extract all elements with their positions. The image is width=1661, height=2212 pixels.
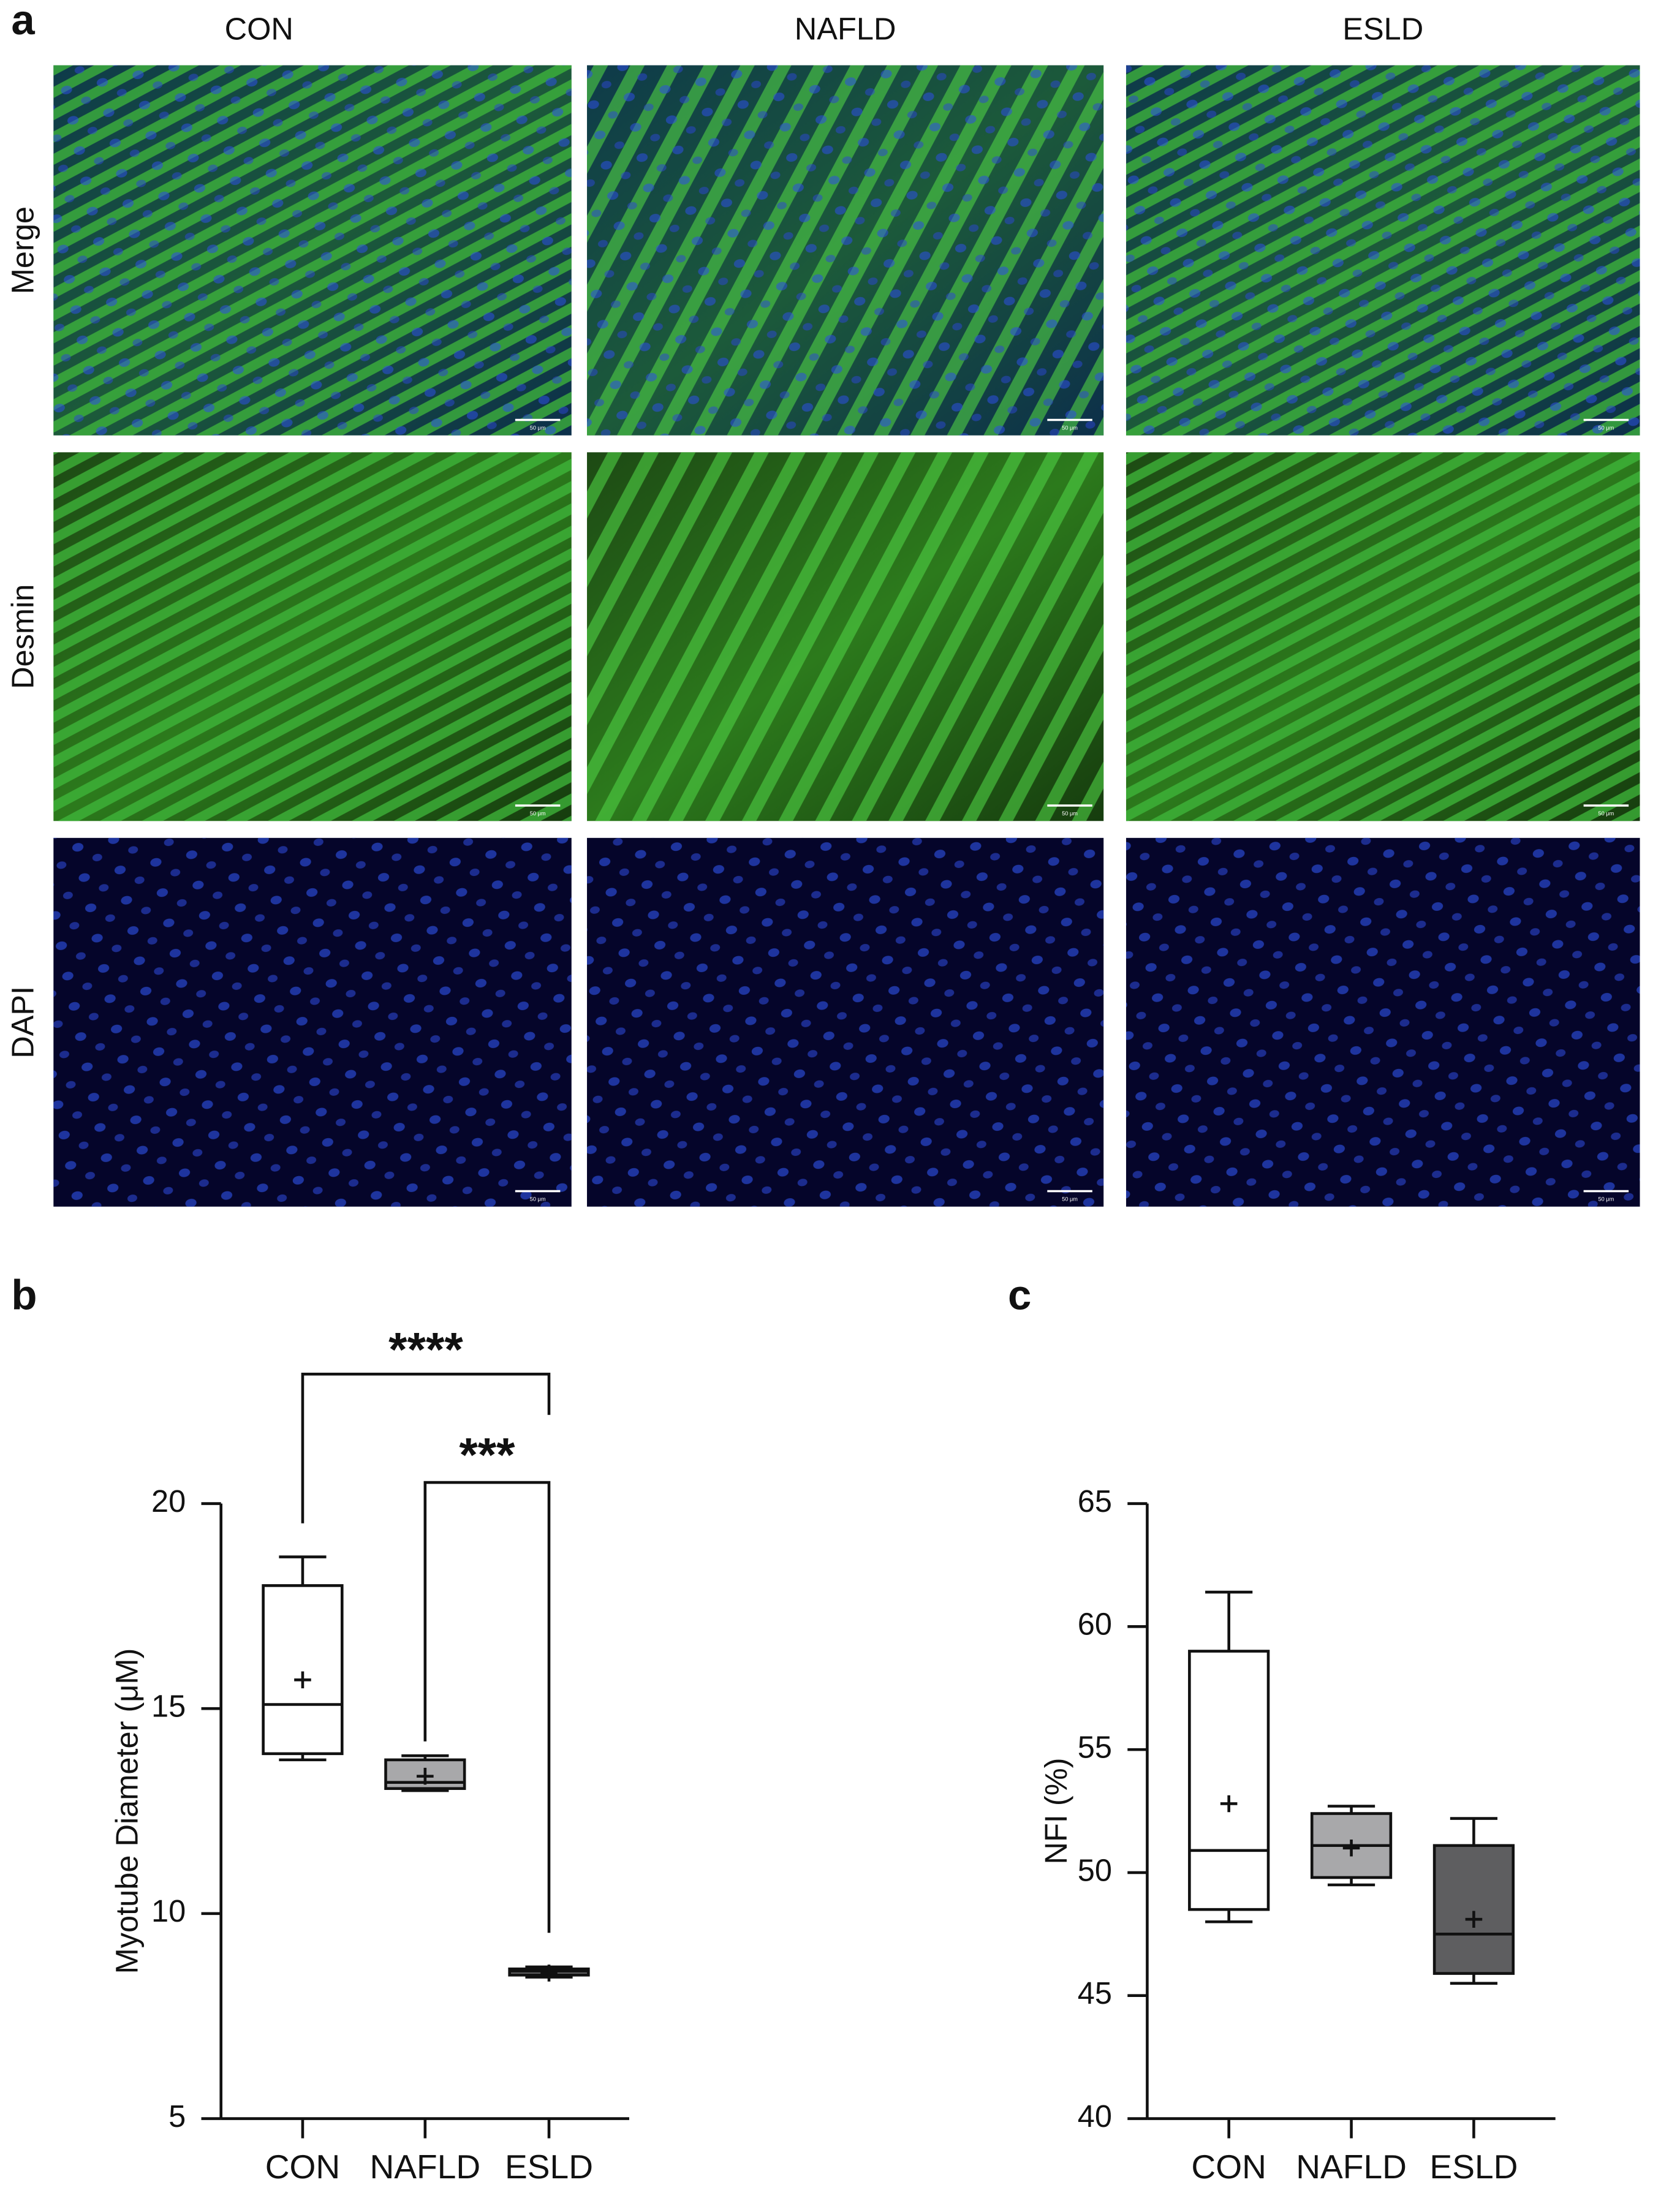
significance-bracket <box>301 1372 551 1523</box>
scale-bar-label: 50 μm <box>1062 425 1078 431</box>
micrograph: 50 μm <box>53 837 572 1207</box>
scale-bar-label: 50 μm <box>1062 810 1078 817</box>
y-tick-label: 20 <box>151 1484 186 1519</box>
box <box>1188 1650 1270 1911</box>
panel-a: a CON NAFLD ESLD Merge 50 μm 50 μm 50 μm Desmin 5… <box>6 0 1640 1207</box>
significance-label: *** <box>459 1428 515 1482</box>
y-tick-label: 55 <box>1078 1729 1112 1764</box>
row-label: DAPI <box>6 986 40 1059</box>
significance-bracket <box>423 1481 551 1933</box>
scale-bar-label: 50 μm <box>1599 810 1614 817</box>
image-fibers <box>53 452 572 821</box>
x-tick-label: NAFLD <box>369 2148 480 2186</box>
x-tick-label: NAFLD <box>1296 2148 1407 2186</box>
scale-bar-label: 50 μm <box>530 425 546 431</box>
mean-marker <box>540 1965 558 1982</box>
image-nuclei <box>1126 837 1640 1207</box>
y-tick-label: 65 <box>1078 1484 1112 1519</box>
column-label: ESLD <box>1342 12 1423 47</box>
y-tick-label: 10 <box>151 1893 186 1928</box>
y-axis-label: Myotube Diameter (μM) <box>110 1648 145 1974</box>
y-axis-label: NFI (%) <box>1039 1758 1073 1865</box>
y-tick-label: 50 <box>1078 1852 1112 1887</box>
x-tick-label: ESLD <box>1429 2148 1518 2186</box>
y-tick-label: 40 <box>1078 2099 1112 2134</box>
box <box>1432 1844 1515 1975</box>
micrograph: 50 μm <box>587 837 1104 1207</box>
mean-marker <box>1220 1795 1238 1813</box>
charts: b Myotube Diameter (μM) 5 10 15 20 CON NAFLD ESL… <box>11 1271 1556 2186</box>
y-tick-label: 15 <box>151 1689 186 1724</box>
image-fibers <box>587 452 1104 821</box>
micrograph: 50 μm <box>587 65 1104 436</box>
mean-marker <box>1342 1839 1360 1857</box>
image-fibers <box>1126 452 1640 821</box>
significance-label: **** <box>388 1322 463 1376</box>
panel-letter: b <box>11 1271 37 1318</box>
image-nuclei <box>53 837 572 1207</box>
y-tick-label: 60 <box>1078 1607 1112 1642</box>
micrograph: 50 μm <box>1126 65 1640 436</box>
panel-letter: c <box>1008 1271 1031 1318</box>
scale-bar-label: 50 μm <box>1599 425 1614 431</box>
micrograph: 50 μm <box>1126 837 1640 1207</box>
scale-bar-label: 50 μm <box>1599 1196 1614 1202</box>
mean-marker <box>294 1671 311 1689</box>
x-tick-label: ESLD <box>505 2148 593 2186</box>
image-nuclei <box>1126 65 1640 436</box>
mean-marker <box>417 1767 434 1785</box>
scale-bar-label: 50 μm <box>530 810 546 817</box>
column-label: NAFLD <box>795 12 896 47</box>
row-label: Desmin <box>6 584 40 689</box>
row-label: Merge <box>6 206 40 294</box>
mean-marker <box>1465 1911 1483 1928</box>
micrograph: 50 μm <box>1126 452 1640 821</box>
scale-bar-label: 50 μm <box>530 1196 546 1202</box>
micrograph: 50 μm <box>587 452 1104 821</box>
panel-letter: a <box>11 0 35 43</box>
x-tick-label: CON <box>1191 2148 1266 2186</box>
y-tick-label: 45 <box>1078 1976 1112 2010</box>
image-nuclei <box>587 837 1104 1207</box>
scale-bar-label: 50 μm <box>1062 1196 1078 1202</box>
x-tick-label: CON <box>265 2148 341 2186</box>
micrograph: 50 μm <box>53 452 572 821</box>
image-nuclei <box>587 65 1104 436</box>
image-nuclei <box>53 65 572 436</box>
column-label: CON <box>225 12 293 47</box>
box <box>262 1584 344 1756</box>
y-tick-label: 5 <box>168 2099 186 2134</box>
micrograph: 50 μm <box>53 65 572 436</box>
